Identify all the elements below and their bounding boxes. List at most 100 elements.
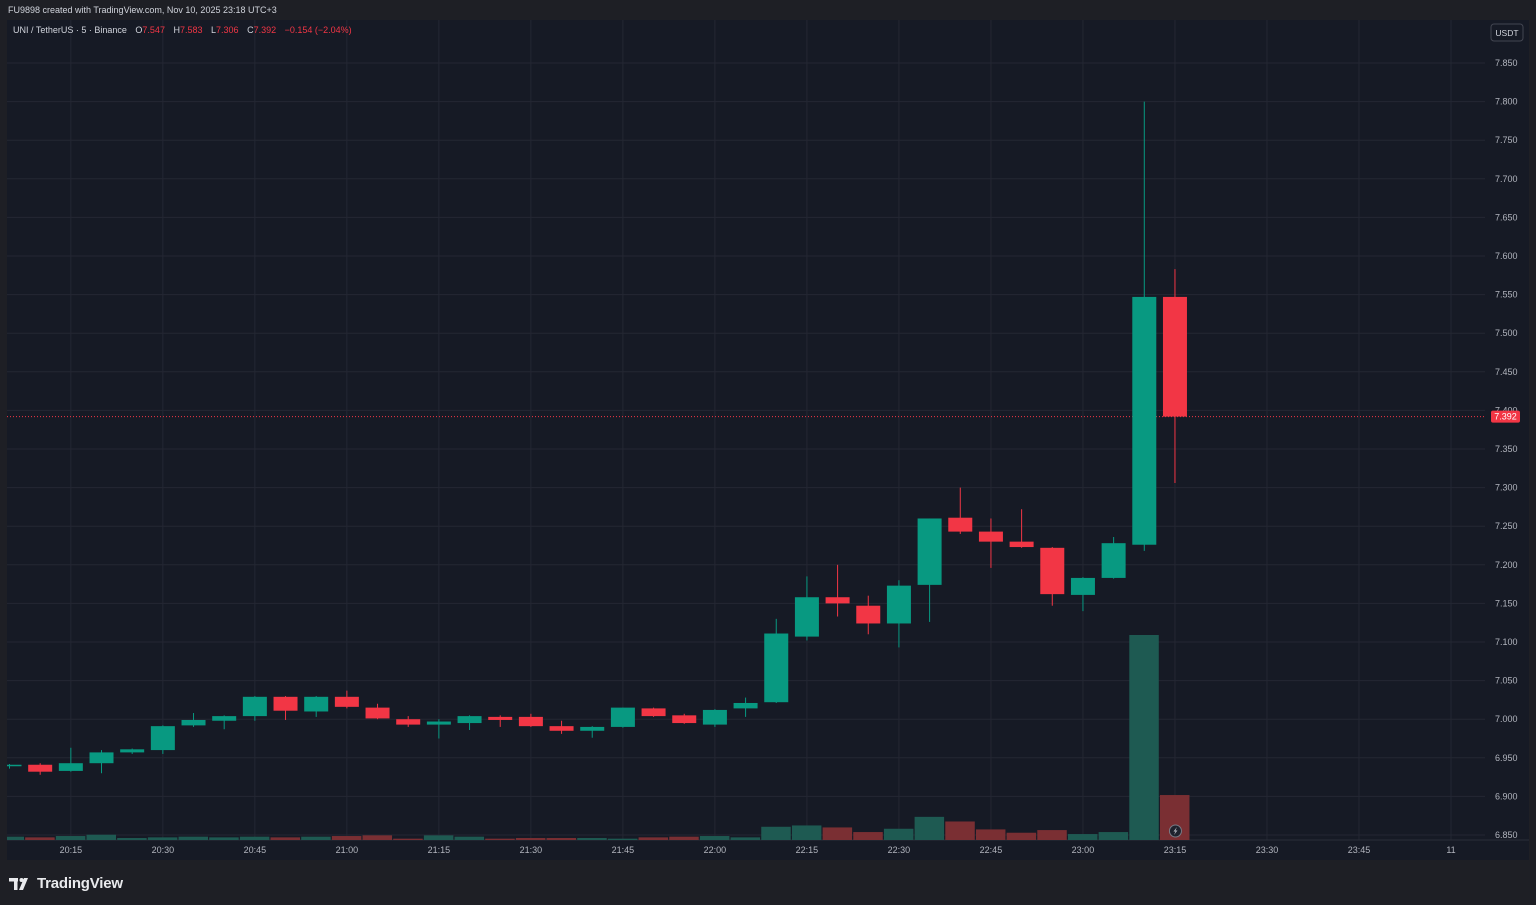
x-tick-label: 23:45: [1348, 845, 1371, 855]
candle: [794, 576, 819, 641]
volume-bar: [423, 835, 454, 840]
volume-bar: [178, 836, 209, 840]
candle: [1162, 269, 1187, 483]
volume-bar: [239, 836, 270, 840]
candle: [825, 564, 850, 617]
candle: [1040, 547, 1065, 606]
candle: [856, 595, 881, 635]
volume-bar: [730, 837, 761, 840]
candles: [7, 101, 1187, 775]
close-value: 7.392: [253, 25, 277, 35]
volume-bar: [883, 828, 914, 840]
candle: [426, 719, 451, 739]
low-label: L: [211, 25, 217, 35]
candle: [396, 716, 421, 727]
volume-bar: [1067, 834, 1098, 840]
candle: [120, 748, 145, 754]
x-tick-label: 22:30: [888, 845, 911, 855]
y-tick-label: 7.300: [1495, 483, 1518, 493]
candle: [488, 715, 513, 727]
y-tick-label: 7.100: [1495, 637, 1518, 647]
candle: [764, 618, 789, 703]
volume-bar: [791, 825, 822, 840]
candle: [89, 750, 114, 774]
tradingview-logo-icon: [9, 877, 31, 891]
y-tick-label: 6.950: [1495, 753, 1518, 763]
x-tick-label: 21:00: [336, 845, 359, 855]
candle: [518, 713, 543, 727]
candle: [917, 518, 942, 622]
low-value: 7.306: [216, 25, 239, 35]
volume-bar: [638, 837, 669, 840]
close-label: C: [247, 25, 254, 35]
svg-text:USDT: USDT: [1495, 28, 1518, 38]
candle: [334, 690, 359, 709]
x-tick-label: 21:30: [520, 845, 543, 855]
open-value: 7.547: [142, 25, 165, 35]
candle: [150, 725, 175, 754]
y-tick-label: 7.150: [1495, 598, 1518, 608]
currency-button: USDT: [1490, 23, 1524, 42]
last-price-label: 7.392: [1491, 410, 1520, 423]
y-tick-label: 7.700: [1495, 174, 1518, 184]
svg-text:7.392: 7.392: [1494, 412, 1517, 422]
tradingview-logo[interactable]: TradingView: [9, 875, 123, 892]
y-tick-label: 7.550: [1495, 290, 1518, 300]
volume-bar: [853, 832, 883, 840]
candle: [672, 713, 697, 724]
candle: [978, 518, 1003, 568]
volume-bar: [117, 838, 147, 840]
volume-bar: [301, 836, 331, 840]
candle: [702, 709, 727, 727]
y-tick-label: 7.800: [1495, 97, 1518, 107]
chart-panel[interactable]: 6.850 6.900 6.950 7.000 7.050 7.100 7.150 7.200…: [7, 20, 1529, 860]
candle: [733, 697, 758, 717]
y-tick-label: 7.200: [1495, 560, 1518, 570]
candlestick-chart[interactable]: 6.850 6.900 6.950 7.000 7.050 7.100 7.150 7.200…: [7, 20, 1529, 860]
footer-bar: [0, 860, 1536, 905]
open-label: O: [135, 25, 143, 35]
x-tick-label: 22:45: [980, 845, 1003, 855]
candle: [1132, 101, 1157, 551]
volume-bar: [86, 834, 117, 840]
y-tick-label: 7.050: [1495, 676, 1518, 686]
volume-bar: [209, 837, 239, 840]
symbol-title: UNI / TetherUS · 5 · Binance: [13, 25, 127, 35]
volume-bar: [485, 838, 515, 840]
volume-bar: [607, 838, 638, 840]
volume-bar: [1098, 832, 1129, 840]
x-tick-label: 23:30: [1256, 845, 1279, 855]
candle: [365, 703, 390, 720]
y-tick-label: 7.250: [1495, 521, 1518, 531]
volume-bar: [7, 836, 24, 840]
grid: [7, 20, 1529, 841]
lightning-icon: [1168, 824, 1182, 838]
volume-bar: [577, 838, 607, 840]
x-tick-label: 22:15: [796, 845, 819, 855]
candle: [1009, 509, 1034, 548]
candle: [1070, 577, 1095, 612]
y-tick-label: 7.350: [1495, 444, 1518, 454]
volume-bar: [761, 826, 791, 840]
y-tick-label: 7.850: [1495, 58, 1518, 68]
y-tick-label: 7.750: [1495, 135, 1518, 145]
candle: [580, 726, 605, 738]
volume-bars: [7, 635, 1190, 840]
y-tick-label: 7.450: [1495, 367, 1518, 377]
candle: [273, 696, 298, 720]
y-tick-label: 6.900: [1495, 791, 1518, 801]
candle: [610, 707, 635, 728]
change-value: −0.154 (−2.04%): [284, 25, 352, 35]
volume-bar: [270, 837, 301, 840]
volume-bar: [914, 816, 945, 840]
candle: [948, 487, 973, 534]
volume-bar: [1037, 830, 1067, 840]
candle: [28, 763, 53, 775]
volume-bar: [975, 829, 1006, 840]
candle: [641, 707, 666, 717]
candle: [304, 696, 329, 717]
candle: [549, 720, 574, 734]
x-tick-label: 23:15: [1164, 845, 1187, 855]
high-label: H: [173, 25, 180, 35]
symbol-legend: UNI / TetherUS · 5 · Binance O7.547 H7.5…: [13, 25, 352, 36]
